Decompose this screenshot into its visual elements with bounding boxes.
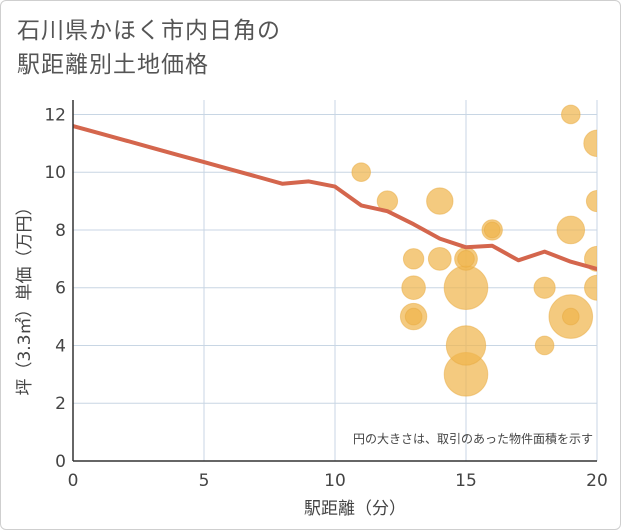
data-bubble	[561, 104, 581, 125]
data-bubble	[583, 129, 597, 158]
x-tick-label: 15	[455, 471, 477, 491]
data-bubble	[427, 246, 452, 271]
data-bubble	[534, 335, 555, 356]
data-bubble	[584, 274, 597, 301]
x-axis-label: 駅距離（分）	[304, 499, 406, 519]
data-bubble	[533, 276, 556, 299]
data-bubble	[445, 325, 487, 366]
data-bubble	[562, 307, 580, 326]
axes	[72, 100, 597, 462]
y-axis-label: 坪（3.3㎡）単価（万円）	[15, 198, 35, 395]
grid-lines	[73, 100, 598, 461]
data-bubble	[402, 248, 425, 270]
trend-layer	[73, 124, 597, 271]
y-tick-label: 10	[44, 163, 66, 183]
x-tick-label: 20	[586, 471, 608, 491]
data-bubble	[585, 189, 597, 213]
y-tick-label: 6	[55, 279, 66, 299]
data-bubble	[351, 162, 372, 182]
data-bubble	[426, 187, 454, 215]
x-tick-label: 0	[68, 471, 79, 491]
data-bubble	[401, 275, 426, 301]
y-tick-label: 2	[55, 394, 66, 414]
data-bubble	[457, 250, 475, 268]
data-bubble	[404, 307, 423, 326]
tick-labels: 0 5 10 15 20 0 2 4 6 8 10 12	[44, 105, 607, 491]
size-note: 円の大きさは、取引のあった物件面積を示す	[353, 431, 593, 446]
y-tick-label: 0	[55, 452, 66, 472]
y-tick-label: 4	[55, 336, 66, 356]
data-bubble	[483, 221, 501, 239]
x-tick-label: 5	[199, 471, 210, 491]
chart-title: 石川県かほく市内日角の 駅距離別土地価格	[17, 18, 281, 78]
data-bubble	[556, 215, 586, 245]
trend-line	[73, 124, 597, 271]
bubble-layer	[351, 104, 597, 397]
x-tick-label: 10	[324, 471, 346, 491]
y-tick-label: 8	[55, 221, 66, 241]
y-tick-label: 12	[44, 105, 66, 125]
data-bubble	[443, 265, 489, 311]
